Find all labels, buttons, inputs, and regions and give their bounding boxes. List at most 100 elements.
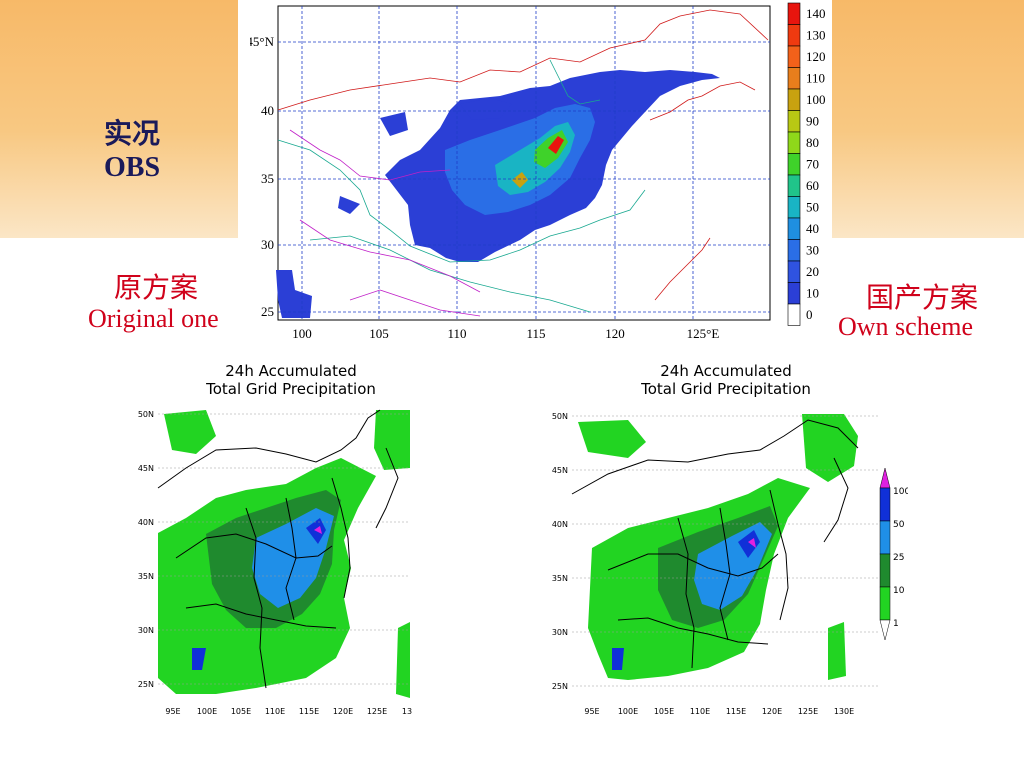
header-band-right: [832, 0, 1024, 238]
sim-lat-label: 50N: [138, 410, 154, 419]
obs-precipitation-map: 45°N 40 35 30 25 100 105 110 115 120 125…: [250, 5, 771, 341]
sim-lon-label: 13: [402, 707, 412, 716]
sim-axis-labels: 50N 45N 40N 35N 30N 25N 95E 100E 105E 11…: [552, 412, 854, 716]
obs-colorbar-swatch: [787, 24, 801, 47]
sim-lat-label: 35N: [138, 572, 154, 581]
sim-lat-label: 50N: [552, 412, 568, 421]
obs-lon-label: 120: [605, 326, 625, 341]
sim-lon-label: 125E: [367, 707, 387, 716]
sim-colorbar-swatch: [879, 586, 891, 621]
obs-lon-label: 125°E: [687, 326, 720, 341]
obs-colorbar-tick: 20: [806, 264, 819, 279]
obs-colorbar-tick: 100: [806, 92, 826, 107]
obs-colorbar-swatch: [787, 67, 801, 90]
obs-colorbar-swatch: [787, 88, 801, 111]
obs-colorbar-swatch: [787, 239, 801, 262]
obs-label-en: OBS: [104, 152, 161, 183]
sim-colorbar-tick: 100: [893, 487, 908, 497]
obs-colorbar-swatch: [787, 131, 801, 154]
sim-lat-label: 25N: [138, 680, 154, 689]
header-band-left: [0, 0, 238, 238]
sim-lon-label: 105E: [654, 707, 674, 716]
sim-lat-label: 30N: [138, 626, 154, 635]
sim-title-line2: Total Grid Precipitation: [640, 380, 811, 398]
original-scheme-map: 24h Accumulated Total Grid Precipitation…: [138, 362, 412, 716]
obs-precip-field: [276, 70, 720, 318]
obs-boundaries: [277, 9, 769, 317]
sim-lat-label: 40N: [552, 520, 568, 529]
original-scheme-label-en: Original one: [88, 304, 219, 333]
sim-lat-label: 40N: [138, 518, 154, 527]
obs-colorbar-swatch: [787, 282, 801, 305]
obs-colorbar-tick: 120: [806, 49, 826, 64]
obs-colorbar-tick: 70: [806, 156, 819, 171]
sim-lat-label: 30N: [552, 628, 568, 637]
sim-lon-label: 120E: [333, 707, 353, 716]
sim-lat-label: 25N: [552, 682, 568, 691]
own-scheme-label-en: Own scheme: [838, 312, 974, 341]
sim-lon-label: 95E: [165, 707, 180, 716]
obs-colorbar-tick: 60: [806, 178, 819, 193]
obs-colorbar-swatch: [787, 303, 801, 326]
obs-lon-label: 100: [292, 326, 312, 341]
obs-graticule: [278, 6, 770, 320]
sim-title-line1: 24h Accumulated: [225, 362, 356, 380]
sim-colorbar-swatch: [879, 553, 891, 588]
own-scheme-map: 24h Accumulated Total Grid Precipitation…: [552, 362, 908, 716]
sim-colorbar-swatch: [879, 520, 891, 555]
obs-colorbar-swatch: [787, 260, 801, 283]
obs-colorbar-swatch: [787, 45, 801, 68]
sim-precip-field: [578, 414, 858, 680]
sim-title-line1: 24h Accumulated: [660, 362, 791, 380]
sim-colorbar: 100 50 25 10 1: [879, 467, 908, 641]
obs-axis-labels: 45°N 40 35 30 25 100 105 110 115 120 125…: [250, 34, 719, 341]
obs-lat-label: 40: [261, 103, 274, 118]
obs-colorbar-swatch: [787, 153, 801, 176]
obs-colorbar-swatch: [787, 110, 801, 133]
obs-colorbar-tick: 30: [806, 242, 819, 257]
sim-lat-label: 35N: [552, 574, 568, 583]
obs-lat-label: 30: [261, 237, 274, 252]
obs-colorbar-tick: 0: [806, 307, 813, 322]
sim-lon-label: 110E: [690, 707, 710, 716]
obs-colorbar-swatch: [787, 196, 801, 219]
obs-colorbar-swatch: [787, 174, 801, 197]
sim-lon-label: 100E: [618, 707, 638, 716]
obs-colorbar-tick: 50: [806, 199, 819, 214]
sim-colorbar-swatch: [879, 619, 891, 641]
obs-colorbar-tick: 10: [806, 285, 819, 300]
obs-lon-label: 115: [526, 326, 545, 341]
sim-colorbar-swatch: [879, 487, 891, 522]
sim-lat-label: 45N: [138, 464, 154, 473]
sim-boundaries: [571, 419, 859, 669]
sim-lon-label: 100E: [197, 707, 217, 716]
obs-lat-label: 45°N: [250, 34, 275, 49]
obs-colorbar-swatch: [787, 2, 801, 25]
obs-colorbar-tick: 130: [806, 27, 826, 42]
obs-colorbar-tick: 80: [806, 135, 819, 150]
sim-lon-label: 115E: [726, 707, 746, 716]
sim-axis-labels: 50N 45N 40N 35N 30N 25N 95E 100E 105E 11…: [138, 410, 412, 716]
sim-colorbar-tick: 50: [893, 520, 905, 530]
sim-lon-label: 120E: [762, 707, 782, 716]
obs-label-cn: 实况: [104, 119, 161, 150]
sim-lon-label: 115E: [299, 707, 319, 716]
sim-lon-label: 125E: [798, 707, 818, 716]
sim-colorbar-swatch: [879, 467, 891, 489]
obs-colorbar-tick: 140: [806, 6, 826, 21]
sim-lon-label: 105E: [231, 707, 251, 716]
own-scheme-label-cn: 国产方案: [866, 283, 979, 314]
obs-colorbar-tick: 90: [806, 113, 819, 128]
obs-colorbar-tick: 40: [806, 221, 819, 236]
sim-colorbar-tick: 10: [893, 586, 905, 596]
sim-lat-label: 45N: [552, 466, 568, 475]
sim-lon-label: 130E: [834, 707, 854, 716]
obs-lon-label: 105: [369, 326, 389, 341]
sim-colorbar-tick: 1: [893, 619, 899, 629]
obs-colorbar-tick: 110: [806, 70, 825, 85]
sim-title-line2: Total Grid Precipitation: [205, 380, 376, 398]
obs-lon-label: 110: [447, 326, 466, 341]
obs-colorbar-swatch: [787, 217, 801, 240]
sim-lon-label: 110E: [265, 707, 285, 716]
